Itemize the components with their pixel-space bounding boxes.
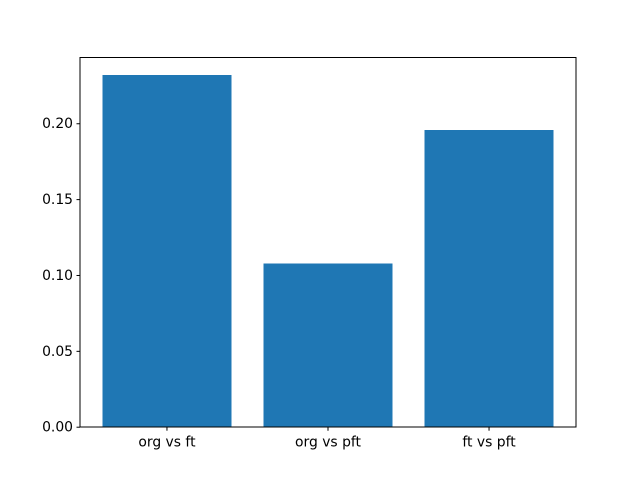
y-tick-label: 0.05 (42, 344, 73, 360)
bar-ft-vs-pft (424, 129, 554, 428)
y-tick-label: 0.20 (42, 116, 73, 132)
y-tick-label: 0.15 (42, 192, 73, 208)
y-tick-label: 0.10 (42, 268, 73, 284)
x-tick-label: ft vs pft (462, 435, 516, 451)
y-tick-label: 0.00 (42, 420, 73, 436)
x-tick-label: org vs ft (138, 435, 196, 451)
x-tick-label: org vs pft (295, 435, 362, 451)
bar-org-vs-ft (102, 75, 232, 428)
bar-org-vs-pft (263, 263, 393, 428)
